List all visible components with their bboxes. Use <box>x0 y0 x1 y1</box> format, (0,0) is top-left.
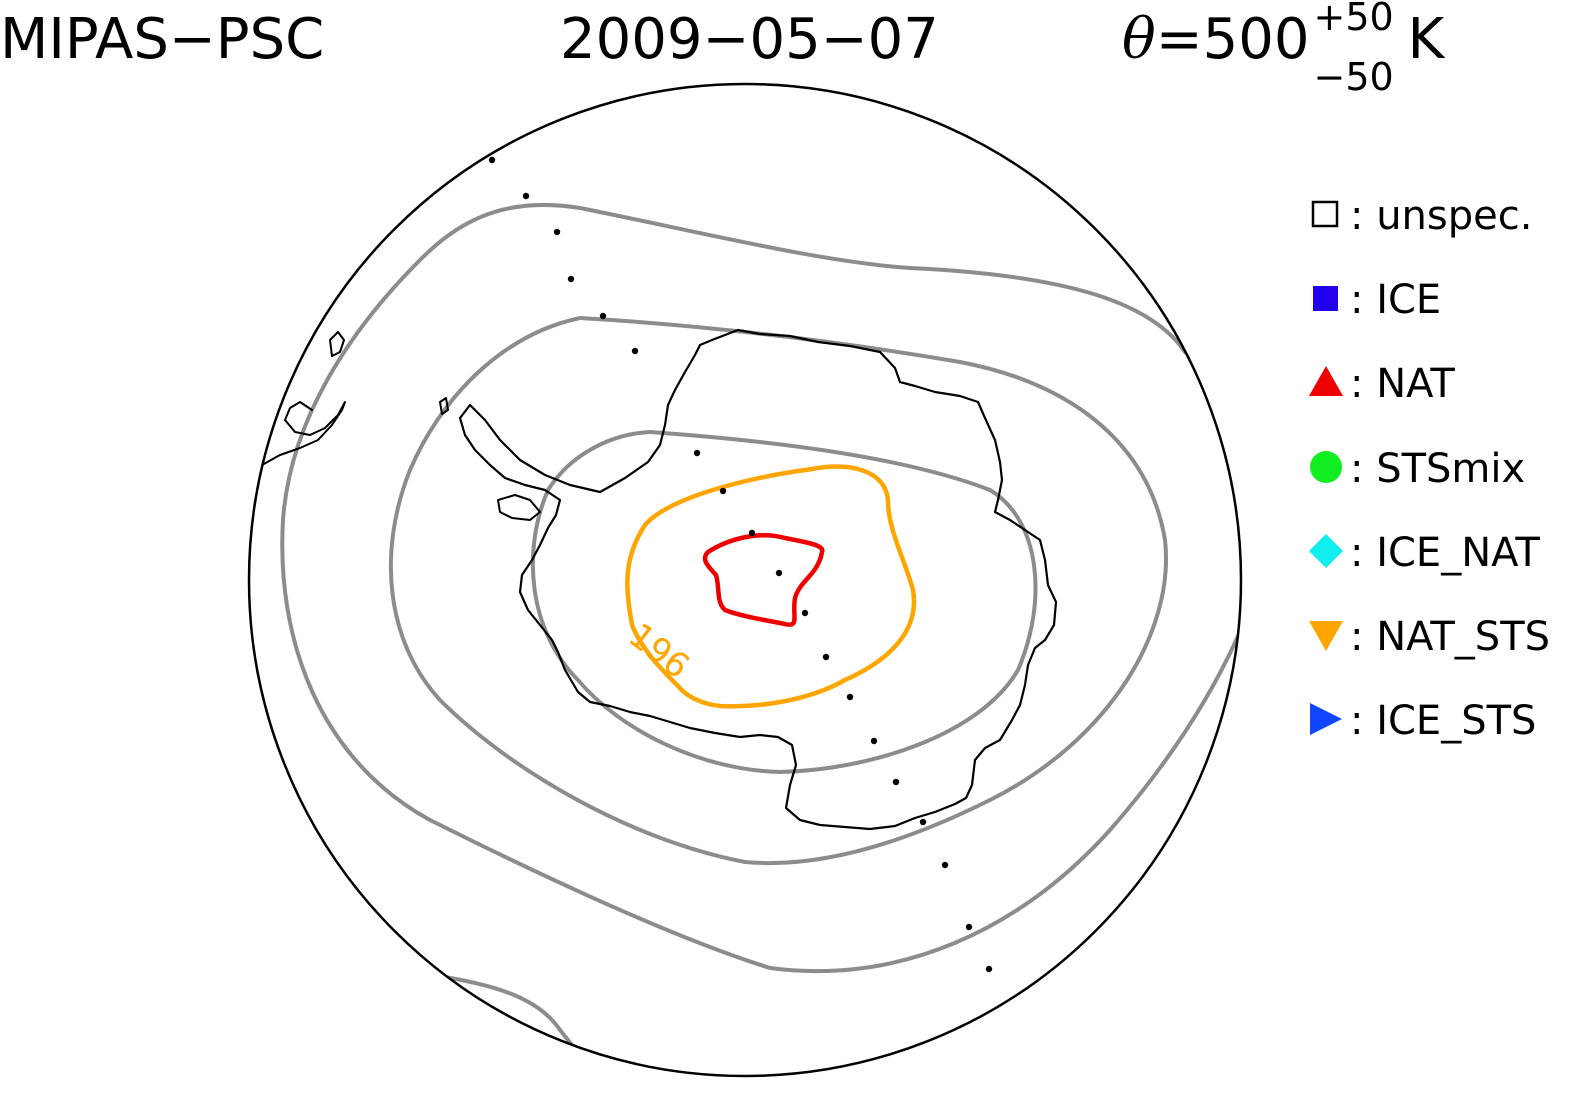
measurement-point <box>919 818 927 826</box>
legend-label: : unspec. <box>1350 193 1533 239</box>
legend-label: : ICE <box>1350 277 1442 324</box>
south-america-coastline <box>261 401 346 466</box>
antarctica-coastline <box>458 328 1058 831</box>
circle-icon <box>1310 450 1342 483</box>
measurement-points <box>488 156 993 973</box>
antarctica-ice-shelf <box>497 494 541 521</box>
theta-value: 500 <box>1202 7 1310 72</box>
vortex-contour-outer <box>280 202 1241 973</box>
triangle-up-icon <box>1309 366 1343 397</box>
theta-equals: = <box>1155 7 1203 72</box>
measurement-point <box>775 569 783 577</box>
legend-label: : NAT_STS <box>1350 613 1551 660</box>
measurement-point <box>892 778 900 786</box>
measurement-point <box>719 487 727 495</box>
theta-unit: K <box>1407 7 1445 72</box>
measurement-point <box>599 312 607 320</box>
measurement-point <box>822 653 830 661</box>
triangle-down-icon <box>1309 620 1343 651</box>
measurement-point <box>870 737 878 745</box>
measurement-point <box>631 347 639 355</box>
measurement-point <box>965 923 973 931</box>
legend-label: : STSmix <box>1350 445 1526 492</box>
vortex-contour-outer-bottom <box>430 973 590 1070</box>
title-instrument: MIPAS−PSC <box>0 7 325 72</box>
diamond-icon <box>1309 533 1343 568</box>
temperature-contour-196 <box>625 464 917 709</box>
measurement-point <box>748 529 756 537</box>
title-theta-level: θ=500 +50 −50 K <box>1122 0 1445 96</box>
measurement-point <box>941 861 949 869</box>
open-square-icon <box>1311 200 1339 228</box>
measurement-point <box>553 228 561 236</box>
legend-label: : ICE_STS <box>1350 698 1537 745</box>
vortex-contour-inner <box>530 430 1038 774</box>
title-date: 2009−05−07 <box>560 7 939 72</box>
temperature-contour-inner <box>702 533 825 627</box>
measurement-point <box>693 449 701 457</box>
triangle-right-icon <box>1310 703 1342 736</box>
measurement-point <box>985 965 993 973</box>
filled-square-icon <box>1313 286 1338 312</box>
theta-upper-bound: +50 <box>1313 0 1394 39</box>
measurement-point <box>801 609 809 617</box>
falkland-islands <box>329 331 345 357</box>
measurement-point <box>522 192 530 200</box>
measurement-point <box>846 693 854 701</box>
theta-lower-bound: −50 <box>1313 55 1394 99</box>
map-boundary <box>247 82 1243 1078</box>
peninsula-islands <box>439 397 449 415</box>
legend-label: : NAT <box>1350 361 1455 408</box>
measurement-point <box>488 156 496 164</box>
theta-symbol: θ <box>1122 7 1156 72</box>
legend-label: : ICE_NAT <box>1350 529 1540 576</box>
vortex-contour-middle <box>388 316 1168 866</box>
measurement-point <box>567 275 575 283</box>
